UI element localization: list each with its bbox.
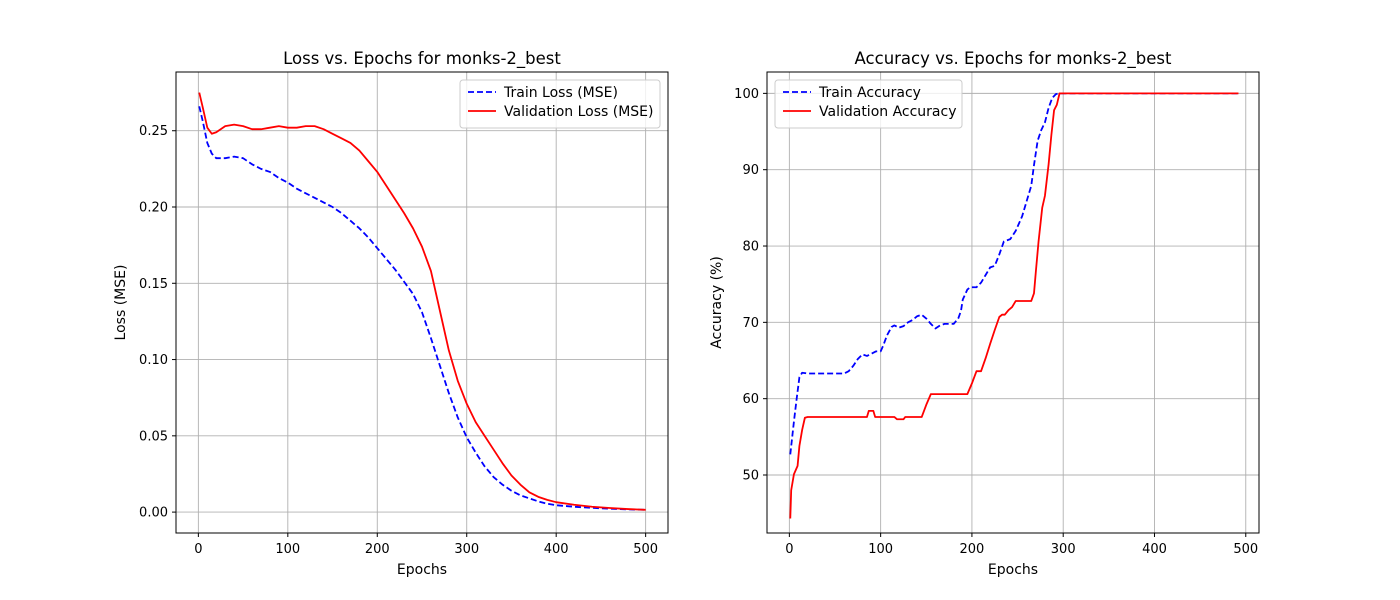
y-tick-label: 0.25 xyxy=(139,124,168,139)
y-tick-label: 0.15 xyxy=(139,277,168,292)
x-tick-label: 300 xyxy=(1051,542,1076,557)
y-tick-label: 60 xyxy=(742,392,759,407)
x-tick-label: 100 xyxy=(275,542,300,557)
train-series-line xyxy=(789,92,1239,455)
y-tick-label: 100 xyxy=(734,87,759,102)
y-tick-label: 0.20 xyxy=(139,201,168,216)
train-series-line xyxy=(198,106,646,511)
plot-frame xyxy=(766,71,1260,534)
y-tick-label: 0.10 xyxy=(139,353,168,368)
loss-chart: 0 100 200 300 400 500 0.00 0.05 0.10 0.15 0.20 0.25… xyxy=(113,49,669,578)
y-tick-label: 90 xyxy=(742,163,759,178)
x-tick-label: 200 xyxy=(960,542,985,557)
plot-frame xyxy=(175,71,669,534)
x-tick-label: 300 xyxy=(454,542,479,557)
x-axis-label: Epochs xyxy=(397,562,447,578)
chart-title: Loss vs. Epochs for monks-2_best xyxy=(283,49,561,69)
legend-entry-label: Train Accuracy xyxy=(818,85,921,101)
legend-box xyxy=(774,79,963,129)
y-axis-label: Accuracy (%) xyxy=(709,256,725,349)
x-tick-label: 200 xyxy=(365,542,390,557)
x-tick-label: 500 xyxy=(1233,542,1258,557)
x-tick-label: 400 xyxy=(544,542,569,557)
chart-title: Accuracy vs. Epochs for monks-2_best xyxy=(855,49,1172,69)
validation-series-line xyxy=(789,92,1239,519)
y-tick-label: 80 xyxy=(742,240,759,255)
y-tick-label: 0.05 xyxy=(139,429,168,444)
y-axis-label: Loss (MSE) xyxy=(113,265,129,341)
legend-box xyxy=(459,79,661,129)
x-axis-label: Epochs xyxy=(988,562,1038,578)
y-tick-label: 50 xyxy=(742,468,759,483)
legend-entry-label: Validation Accuracy xyxy=(819,104,957,120)
legend: Train Loss (MSE) Validation Loss (MSE) xyxy=(459,79,661,129)
legend-entry-label: Train Loss (MSE) xyxy=(503,85,618,101)
x-tick-label: 100 xyxy=(868,542,893,557)
x-tick-label: 0 xyxy=(785,542,793,557)
legend-entry-label: Validation Loss (MSE) xyxy=(504,104,653,120)
y-tick-label: 0.00 xyxy=(139,506,168,521)
accuracy-chart: 0 100 200 300 400 500 50 60 70 80 90 100 Accuracy vs… xyxy=(709,49,1260,578)
x-tick-label: 400 xyxy=(1142,542,1167,557)
x-tick-label: 0 xyxy=(194,542,202,557)
validation-series-line xyxy=(198,92,646,511)
x-tick-label: 500 xyxy=(633,542,658,557)
y-tick-label: 70 xyxy=(742,316,759,331)
legend: Train Accuracy Validation Accuracy xyxy=(774,79,963,129)
